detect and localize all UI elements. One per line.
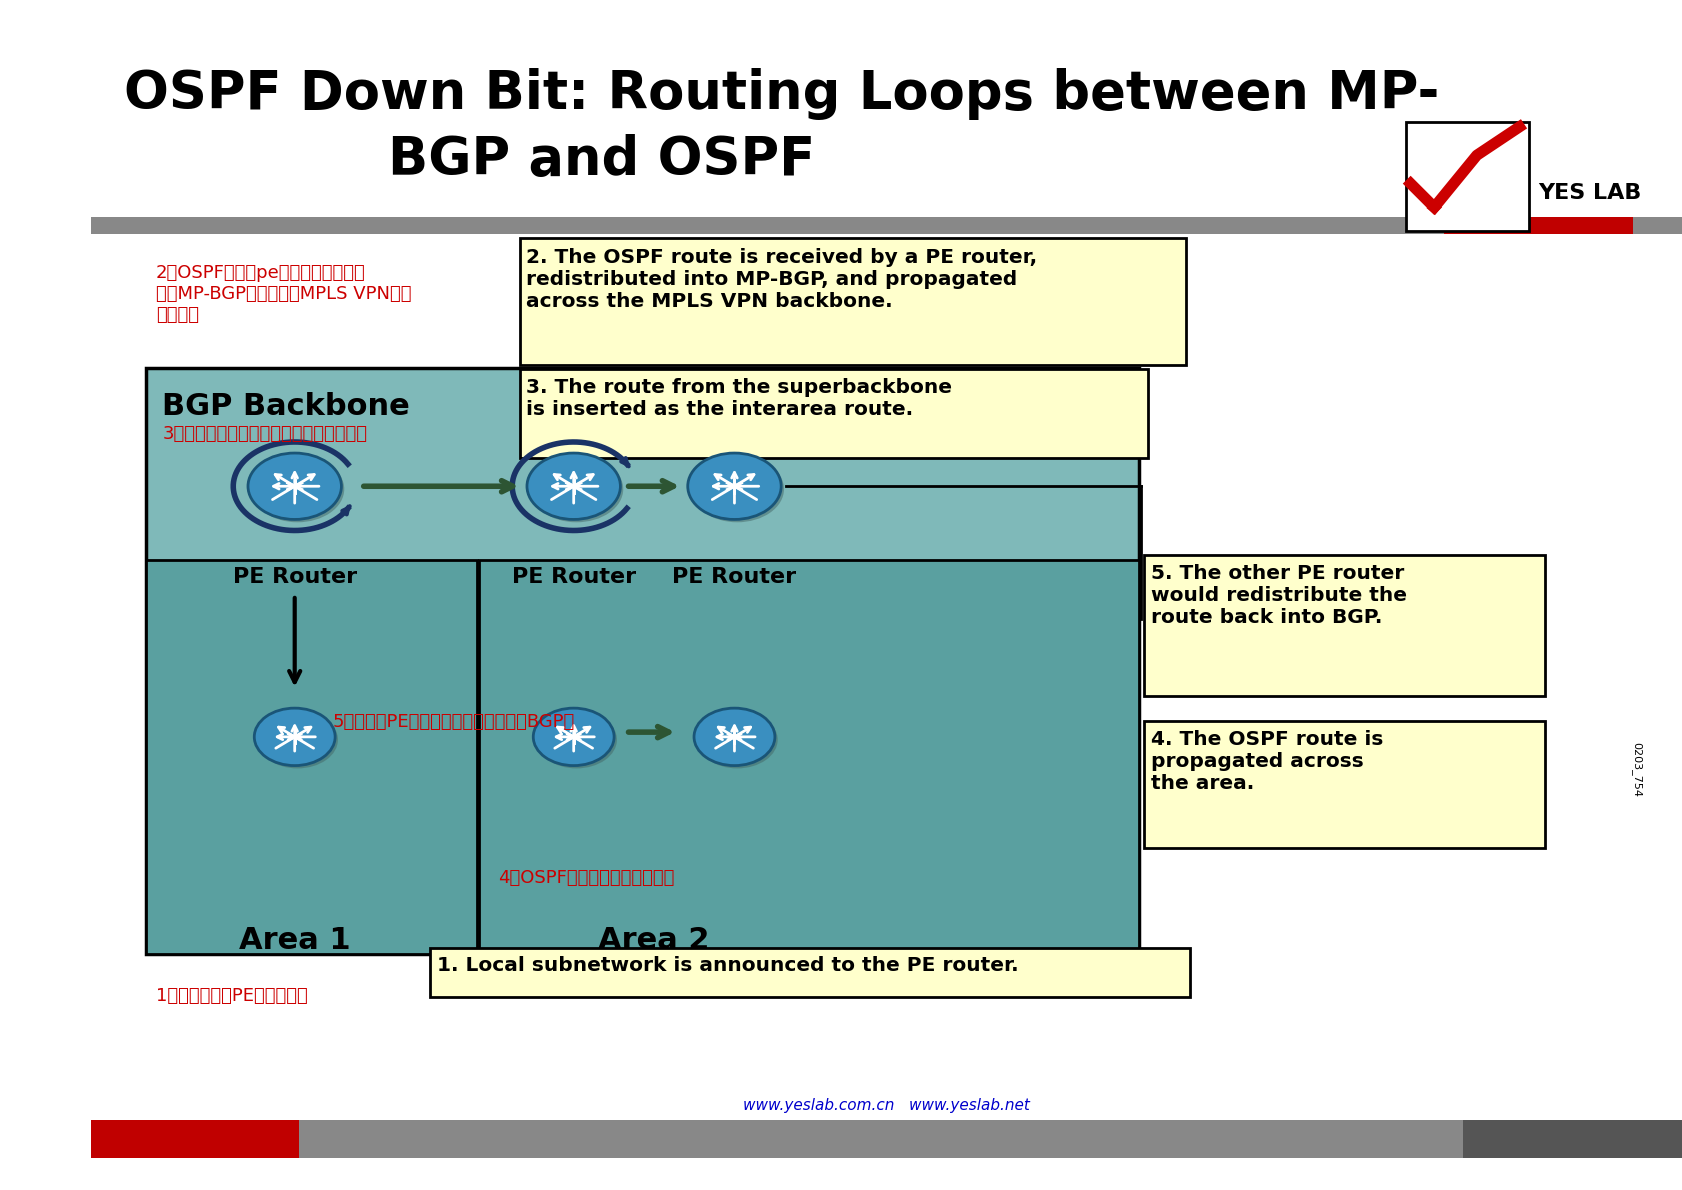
Ellipse shape: [526, 453, 621, 520]
Ellipse shape: [690, 456, 784, 522]
Text: 3、从超级主干的路由插入为区域间路由。: 3、从超级主干的路由插入为区域间路由。: [161, 425, 367, 443]
Ellipse shape: [257, 710, 338, 769]
Text: YES LAB: YES LAB: [1537, 183, 1640, 203]
FancyBboxPatch shape: [1144, 721, 1544, 847]
Ellipse shape: [696, 710, 777, 769]
FancyBboxPatch shape: [520, 369, 1147, 458]
Ellipse shape: [254, 708, 335, 765]
Text: 4. The OSPF route is
propagated across
the area.: 4. The OSPF route is propagated across t…: [1150, 731, 1383, 794]
Text: 2、OSPF路由由pe路由接收，重新引
用到MP-BGP中，并通过MPLS VPN骨干
网传播。: 2、OSPF路由由pe路由接收，重新引 用到MP-BGP中，并通过MPLS VP…: [156, 264, 410, 324]
Bar: [91, 1120, 299, 1158]
Text: 3. The route from the superbackbone
is inserted as the interarea route.: 3. The route from the superbackbone is i…: [526, 378, 952, 419]
Text: 5. The other PE router
would redistribute the
route back into BGP.: 5. The other PE router would redistribut…: [1150, 564, 1406, 627]
Text: PE Router: PE Router: [511, 566, 636, 587]
FancyBboxPatch shape: [1404, 123, 1527, 231]
Text: 1、本地子网向PE路由发布。: 1、本地子网向PE路由发布。: [156, 988, 308, 1006]
Text: PE Router: PE Router: [232, 566, 357, 587]
Ellipse shape: [688, 453, 780, 520]
Ellipse shape: [693, 708, 774, 765]
Text: BGP and OSPF: BGP and OSPF: [389, 134, 816, 186]
Bar: [1443, 217, 1632, 233]
Ellipse shape: [533, 708, 614, 765]
Ellipse shape: [537, 710, 617, 769]
Bar: [91, 217, 1682, 233]
Text: Area 1: Area 1: [239, 926, 350, 956]
Text: OSPF Down Bit: Routing Loops between MP-: OSPF Down Bit: Routing Loops between MP-: [124, 68, 1438, 120]
Text: 2. The OSPF route is received by a PE router,
redistributed into MP-BGP, and pro: 2. The OSPF route is received by a PE ro…: [526, 248, 1036, 311]
Ellipse shape: [530, 456, 622, 522]
Text: 4、OSPF路由在整个区域传播。: 4、OSPF路由在整个区域传播。: [498, 869, 674, 888]
Bar: [1462, 1120, 1682, 1158]
Text: BGP Backbone: BGP Backbone: [161, 392, 410, 421]
Ellipse shape: [247, 453, 341, 520]
FancyBboxPatch shape: [429, 947, 1189, 997]
FancyBboxPatch shape: [520, 238, 1184, 365]
FancyBboxPatch shape: [1144, 556, 1544, 696]
Bar: [91, 1120, 1462, 1158]
Text: 5、另一台PE路由器将路由重新分配给BGP。: 5、另一台PE路由器将路由重新分配给BGP。: [333, 713, 575, 731]
Text: 0203_754: 0203_754: [1630, 743, 1642, 797]
Text: Area 2: Area 2: [599, 926, 710, 956]
Ellipse shape: [251, 456, 345, 522]
Bar: [146, 560, 478, 954]
Text: PE Router: PE Router: [673, 566, 796, 587]
Bar: [479, 560, 1139, 954]
Text: www.yeslab.com.cn   www.yeslab.net: www.yeslab.com.cn www.yeslab.net: [743, 1098, 1029, 1113]
Text: 1. Local subnetwork is announced to the PE router.: 1. Local subnetwork is announced to the …: [436, 957, 1018, 976]
Bar: [146, 368, 1139, 954]
